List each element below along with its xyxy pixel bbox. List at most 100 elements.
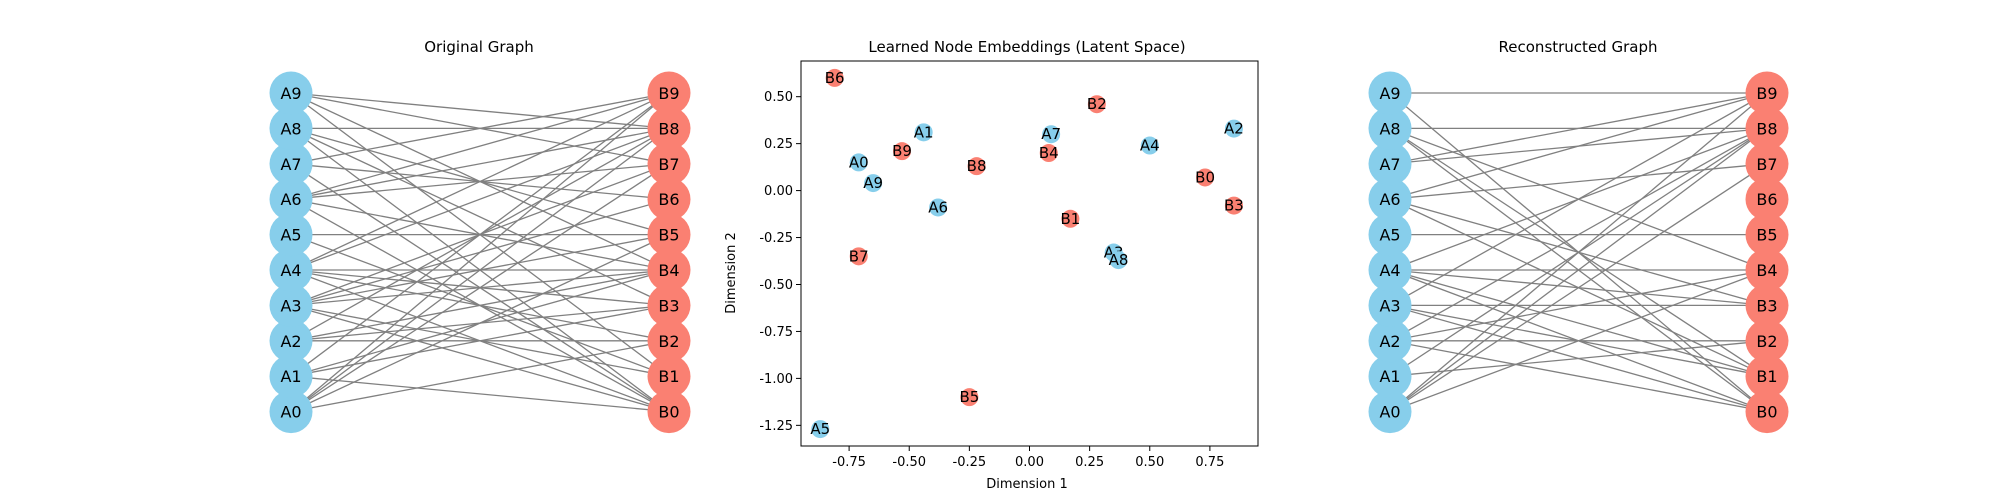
x-tick-label: 0.50 <box>1135 455 1164 470</box>
reconstructed-node-label-B9: B9 <box>1756 84 1777 103</box>
reconstructed-node-B8 <box>1745 106 1789 150</box>
original-node-label-A5: A5 <box>280 226 301 245</box>
embedding-label-A1: A1 <box>914 123 934 141</box>
original-edge-A3-B0 <box>290 304 670 413</box>
embedding-panel: Learned Node Embeddings (Latent Space) -… <box>724 38 1259 492</box>
original-node-label-A0: A0 <box>280 403 301 422</box>
reconstructed-node-label-B8: B8 <box>1756 119 1777 138</box>
reconstructed-node-label-B3: B3 <box>1756 296 1777 315</box>
embedding-axes: -0.75 -0.50 -0.25 0.00 0.25 0.50 0.75 0.50 0.25 0… <box>759 60 1259 470</box>
original-node-A3 <box>269 283 313 327</box>
reconstructed-edge-A0-B8 <box>1389 127 1768 413</box>
original-node-label-A4: A4 <box>280 261 301 280</box>
original-node-label-B8: B8 <box>658 119 679 138</box>
reconstructed-node-label-B7: B7 <box>1756 155 1777 174</box>
x-tick-label: -0.50 <box>892 455 926 470</box>
y-axis-label: Dimension 2 <box>724 232 739 314</box>
embedding-label-A9: A9 <box>863 174 883 192</box>
embedding-label-B9: B9 <box>892 142 912 160</box>
original-node-B5 <box>647 213 691 257</box>
original-node-B9 <box>647 71 691 115</box>
y-tick-label: 0.00 <box>764 184 793 199</box>
reconstructed-node-label-A8: A8 <box>1379 119 1400 138</box>
y-tick-label: -1.25 <box>759 419 793 434</box>
original-edge-A0-B5 <box>290 234 670 413</box>
original-node-label-A8: A8 <box>280 119 301 138</box>
original-node-label-A6: A6 <box>280 190 301 209</box>
original-node-A2 <box>269 319 313 363</box>
embedding-point-A9 <box>864 174 883 193</box>
embedding-point-B3 <box>1224 196 1243 215</box>
x-tick-label: 0.25 <box>1075 455 1104 470</box>
reconstructed-node-B0 <box>1745 390 1789 434</box>
reconstructed-node-A9 <box>1368 71 1412 115</box>
original-node-A8 <box>269 106 313 150</box>
embedding-point-A7 <box>1042 125 1061 144</box>
original-node-label-B2: B2 <box>658 332 679 351</box>
reconstructed-node-B6 <box>1745 177 1789 221</box>
original-graph-nodes: A0 A1 A2 A3 A4 A5 A6 A7 A8 A9 B0 B1 B2 B3 B4 B5 B6 B7 B8 B9 <box>269 71 691 434</box>
original-node-label-B5: B5 <box>658 226 679 245</box>
embedding-point-A5 <box>811 420 830 439</box>
embedding-label-B5: B5 <box>959 388 979 406</box>
reconstructed-node-label-A6: A6 <box>1379 190 1400 209</box>
original-node-B8 <box>647 106 691 150</box>
embedding-point-B4 <box>1039 144 1058 163</box>
original-edge-A6-B9 <box>290 92 670 200</box>
reconstructed-node-A0 <box>1368 390 1412 434</box>
reconstructed-node-label-B4: B4 <box>1756 261 1777 280</box>
embedding-label-A5: A5 <box>810 420 830 438</box>
reconstructed-node-A4 <box>1368 248 1412 292</box>
reconstructed-node-A7 <box>1368 142 1412 186</box>
original-node-label-A9: A9 <box>280 84 301 103</box>
original-node-label-B1: B1 <box>658 367 679 386</box>
embedding-label-A2: A2 <box>1224 120 1244 138</box>
embedding-point-B9 <box>893 142 912 161</box>
reconstructed-edge-A0-B7 <box>1389 163 1768 413</box>
reconstructed-node-B5 <box>1745 213 1789 257</box>
original-node-label-B7: B7 <box>658 155 679 174</box>
reconstructed-node-label-A2: A2 <box>1379 332 1400 351</box>
embedding-point-A8 <box>1109 251 1128 270</box>
embedding-point-B8 <box>967 157 986 176</box>
reconstructed-edge-A7-B9 <box>1389 92 1768 165</box>
original-node-label-B3: B3 <box>658 296 679 315</box>
reconstructed-node-A5 <box>1368 213 1412 257</box>
embedding-point-B1 <box>1061 209 1080 228</box>
x-tick-label: 0.00 <box>1015 455 1044 470</box>
reconstructed-node-B7 <box>1745 142 1789 186</box>
embedding-point-B7 <box>849 247 868 266</box>
original-graph-title: Original Graph <box>424 38 533 56</box>
reconstructed-graph-edges <box>1389 92 1768 413</box>
original-node-B3 <box>647 283 691 327</box>
reconstructed-node-label-B5: B5 <box>1756 226 1777 245</box>
embedding-label-B8: B8 <box>967 157 987 175</box>
original-node-B6 <box>647 177 691 221</box>
embedding-point-A4 <box>1140 136 1159 155</box>
original-node-A9 <box>269 71 313 115</box>
reconstructed-graph-panel: Reconstructed Graph A0 A1 A2 A3 A4 A5 A6 A7 A8 A9… <box>1368 38 1789 434</box>
original-edge-A1-B9 <box>290 92 670 377</box>
x-tick-label: 0.75 <box>1195 455 1224 470</box>
reconstructed-edge-A0-B4 <box>1389 269 1768 413</box>
original-node-A7 <box>269 142 313 186</box>
reconstructed-node-label-B2: B2 <box>1756 332 1777 351</box>
reconstructed-graph-title: Reconstructed Graph <box>1499 38 1658 56</box>
reconstructed-node-B2 <box>1745 319 1789 363</box>
reconstructed-node-label-A0: A0 <box>1379 403 1400 422</box>
reconstructed-node-B9 <box>1745 71 1789 115</box>
embedding-label-A0: A0 <box>849 153 869 171</box>
original-node-A1 <box>269 354 313 398</box>
reconstructed-node-B1 <box>1745 354 1789 398</box>
original-edge-A0-B7 <box>290 163 670 413</box>
reconstructed-node-A2 <box>1368 319 1412 363</box>
y-tick-label: 0.25 <box>764 137 793 152</box>
y-tick-label: -0.75 <box>759 325 793 340</box>
reconstructed-node-label-B6: B6 <box>1756 190 1777 209</box>
original-node-label-A7: A7 <box>280 155 301 174</box>
y-tick-label: 0.50 <box>764 90 793 105</box>
embedding-label-A4: A4 <box>1140 137 1160 155</box>
original-node-A5 <box>269 213 313 257</box>
embedding-point-B5 <box>960 388 979 407</box>
